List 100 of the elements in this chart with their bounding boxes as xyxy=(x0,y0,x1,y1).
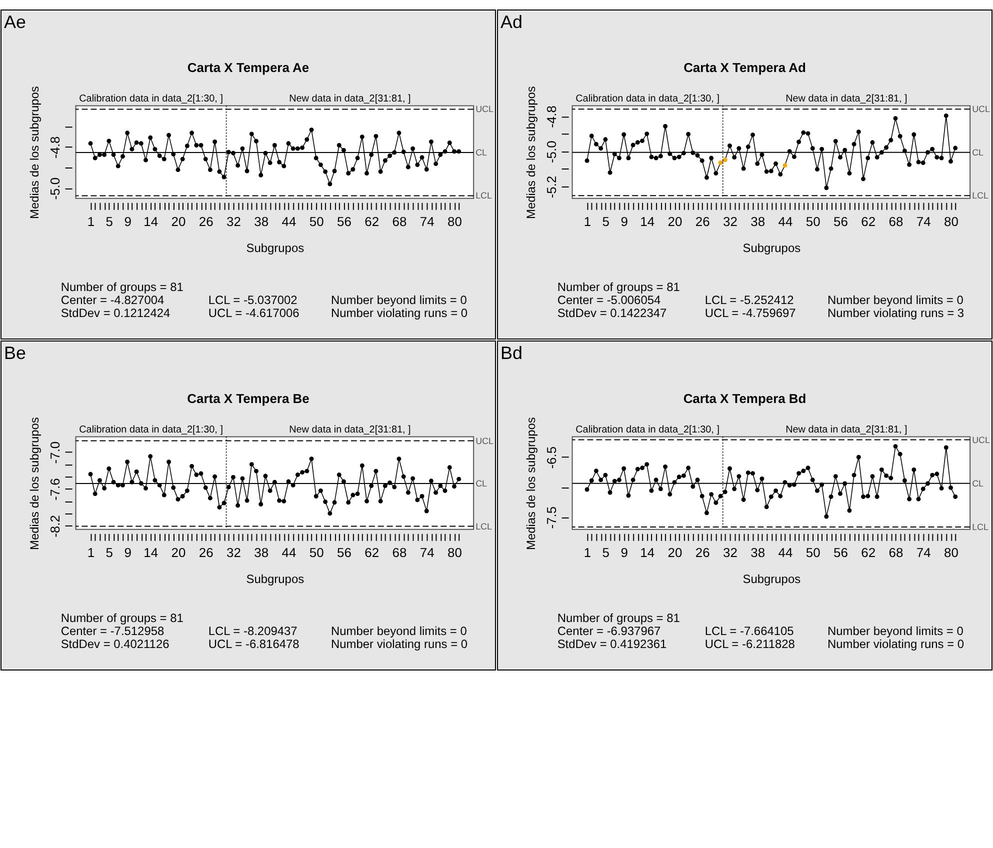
x-tick-label: 50 xyxy=(309,214,324,229)
ref-line-label: UCL xyxy=(972,104,990,114)
ref-line-label: UCL xyxy=(476,104,494,114)
text: Center = -7.512958 xyxy=(60,624,165,638)
y-tick-label: -6.5 xyxy=(544,446,559,469)
text: Number beyond limits = 0 xyxy=(331,293,468,308)
x-tick-label: 32 xyxy=(226,544,241,560)
text: New data in data_2[31:81, ] xyxy=(289,94,412,105)
x-tick-label: 50 xyxy=(806,214,820,229)
x-tick-label: 9 xyxy=(620,214,628,229)
x-tick-label: 68 xyxy=(888,544,904,560)
chart-title: Carta X Tempera Be xyxy=(187,390,310,406)
ref-line-label: CL xyxy=(476,147,488,158)
x-tick-label: 44 xyxy=(282,544,296,560)
text: Center = -6.937967 xyxy=(557,624,662,638)
x-tick-label: 62 xyxy=(364,214,380,229)
text: Number of groups = 81 xyxy=(557,611,680,626)
y-axis-title: Medias de los subgrupos xyxy=(27,417,42,550)
x-tick-label: 26 xyxy=(198,214,214,229)
text: StdDev = 0.1422347 xyxy=(557,306,667,320)
text: Number violating runs = 0 xyxy=(331,637,468,652)
x-tick-label: 5 xyxy=(106,214,114,229)
x-axis-title: Subgrupos xyxy=(742,572,801,586)
x-tick-label: 68 xyxy=(392,214,407,229)
y-tick-label: -7.6 xyxy=(47,478,62,501)
text: Number violating runs = 0 xyxy=(828,637,964,652)
x-tick-label: 50 xyxy=(806,544,820,560)
y-tick-label: -7.5 xyxy=(544,506,559,529)
text: Calibration data in data_2[1:30, ] xyxy=(576,424,720,436)
ref-line-label: CL xyxy=(972,478,984,488)
y-axis-title: Medias de los subgrupos xyxy=(27,86,42,220)
x-tick-label: 32 xyxy=(226,214,241,229)
x-tick-label: 56 xyxy=(337,544,352,560)
x-axis-title: Subgrupos xyxy=(246,572,304,586)
text: Calibration data in data_2[1:30, ] xyxy=(576,94,720,105)
x-tick-label: 50 xyxy=(309,544,324,560)
x-axis-title: Subgrupos xyxy=(742,240,801,255)
chart-title: Carta X Tempera Bd xyxy=(683,390,806,406)
ref-line-label: CL xyxy=(972,147,984,158)
text: Number violating runs = 3 xyxy=(828,306,964,320)
text: Number of groups = 81 xyxy=(60,611,184,626)
x-tick-label: 74 xyxy=(420,214,434,229)
chart-title: Carta X Tempera Ae xyxy=(187,60,310,75)
x-tick-label: 62 xyxy=(861,214,876,229)
x-tick-label: 1 xyxy=(584,544,592,560)
x-tick-label: 80 xyxy=(944,544,958,560)
text: UCL = -4.617006 xyxy=(208,306,300,320)
x-tick-label: 56 xyxy=(834,544,848,560)
x-tick-label: 26 xyxy=(198,544,214,560)
text: Number of groups = 81 xyxy=(557,280,680,294)
text: Ae xyxy=(4,12,26,32)
y-axis-title: Medias de los subgrupos xyxy=(524,417,538,550)
text: LCL = -5.037002 xyxy=(208,293,298,308)
x-tick-label: 44 xyxy=(778,544,793,560)
text: Ad xyxy=(500,12,522,32)
x-tick-label: 80 xyxy=(944,214,958,229)
x-tick-label: 9 xyxy=(620,544,628,560)
text: Bd xyxy=(500,342,522,363)
x-tick-label: 1 xyxy=(584,214,592,229)
text: Number violating runs = 0 xyxy=(331,306,468,320)
x-tick-label: 20 xyxy=(668,544,682,560)
text: Number beyond limits = 0 xyxy=(331,624,468,638)
text: Number beyond limits = 0 xyxy=(828,624,964,638)
y-tick-label: -4.8 xyxy=(47,136,62,159)
text: StdDev = 0.4021126 xyxy=(60,637,170,652)
ref-line-label: LCL xyxy=(476,521,492,532)
x-tick-label: 1 xyxy=(87,214,95,229)
ref-line-label: UCL xyxy=(476,436,494,446)
x-tick-label: 74 xyxy=(916,214,931,229)
x-tick-label: 20 xyxy=(171,214,186,229)
x-tick-label: 62 xyxy=(364,544,380,560)
text: StdDev = 0.1212424 xyxy=(60,306,170,320)
x-tick-label: 44 xyxy=(282,214,296,229)
text: UCL = -4.759697 xyxy=(704,306,796,320)
text: New data in data_2[31:81, ] xyxy=(786,424,908,436)
x-tick-label: 14 xyxy=(144,214,158,229)
x-tick-label: 38 xyxy=(254,544,269,560)
text: Be xyxy=(4,342,26,363)
x-tick-label: 80 xyxy=(448,214,462,229)
x-tick-label: 9 xyxy=(124,544,132,560)
text: Calibration data in data_2[1:30, ] xyxy=(79,424,224,436)
text: Center = -5.006054 xyxy=(557,293,662,308)
x-tick-label: 38 xyxy=(750,214,766,229)
text: Number of groups = 81 xyxy=(60,280,184,294)
y-axis-title: Medias de los subgrupos xyxy=(524,86,538,220)
x-tick-label: 74 xyxy=(420,544,434,560)
x-tick-label: 74 xyxy=(916,544,931,560)
text: UCL = -6.211828 xyxy=(704,637,796,652)
x-tick-label: 68 xyxy=(888,214,904,229)
x-tick-label: 14 xyxy=(144,544,158,560)
x-tick-label: 56 xyxy=(834,214,848,229)
y-tick-label: -5.0 xyxy=(544,140,559,164)
text: LCL = -7.664105 xyxy=(704,624,794,638)
x-tick-label: 14 xyxy=(640,544,655,560)
x-tick-label: 32 xyxy=(723,544,738,560)
x-tick-label: 20 xyxy=(668,214,682,229)
x-tick-label: 32 xyxy=(723,214,738,229)
x-tick-label: 5 xyxy=(602,544,610,560)
text: LCL = -8.209437 xyxy=(208,624,298,638)
ref-line-label: LCL xyxy=(972,190,989,201)
